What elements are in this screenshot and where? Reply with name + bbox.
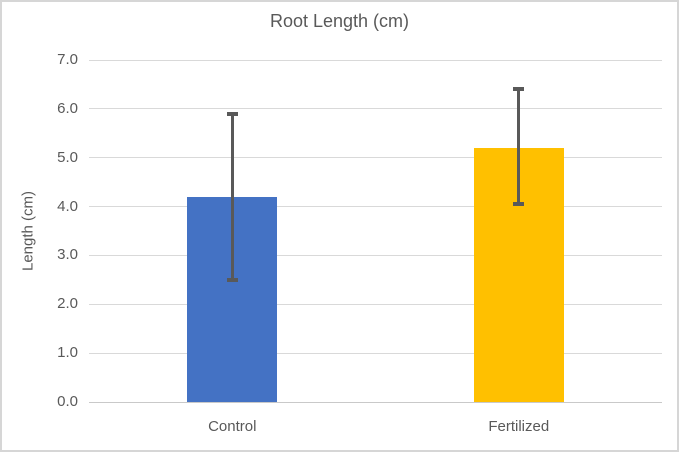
gridline	[89, 59, 662, 61]
gridline	[89, 352, 662, 354]
plot-area	[89, 59, 662, 403]
error-bar-cap-top	[513, 87, 525, 92]
error-bar-line	[517, 89, 521, 205]
y-tick-label: 4.0	[57, 197, 78, 215]
error-bar-cap-bottom	[513, 202, 525, 207]
y-tick-label: 6.0	[57, 99, 78, 117]
error-bar-cap-bottom	[226, 277, 238, 282]
gridline	[89, 206, 662, 208]
x-category-label: Control	[208, 418, 257, 435]
error-bar-cap-top	[226, 111, 238, 116]
gridline	[89, 303, 662, 305]
gridline	[89, 157, 662, 159]
chart-title: Root Length (cm)	[269, 11, 410, 31]
gridline	[89, 254, 662, 256]
gridline	[89, 108, 662, 110]
y-tick-label: 3.0	[57, 246, 78, 264]
y-tick-label: 1.0	[57, 344, 78, 362]
x-category-label: Fertilized	[488, 418, 550, 435]
y-tick-label: 2.0	[57, 295, 78, 313]
y-tick-label: 7.0	[57, 51, 78, 68]
y-tick-label: 0.0	[57, 393, 78, 410]
error-bar-line	[230, 113, 234, 280]
x-axis-line	[89, 401, 662, 403]
y-tick-label: 5.0	[57, 148, 78, 166]
